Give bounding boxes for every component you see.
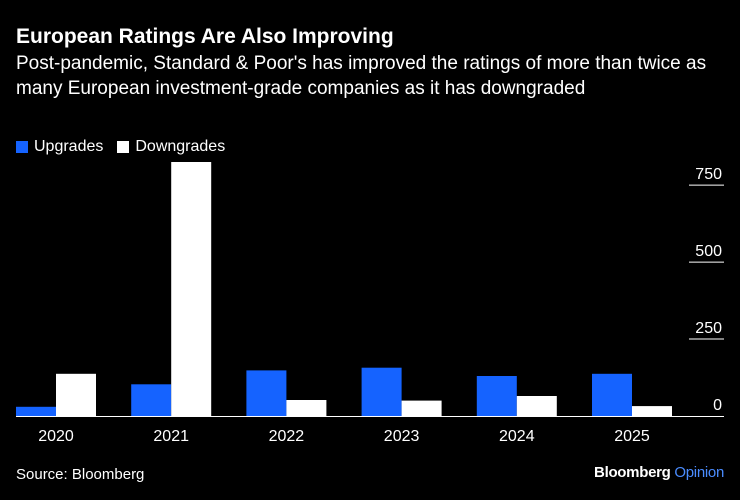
bar-upgrades-2022 bbox=[246, 370, 287, 416]
x-tick-label-2021: 2021 bbox=[153, 428, 189, 445]
bar-downgrades-2024 bbox=[516, 396, 557, 416]
bar-downgrades-2025 bbox=[632, 406, 672, 416]
y-tick-label-750: 750 bbox=[695, 166, 722, 183]
brand-suffix: Opinion bbox=[674, 464, 724, 481]
chart-subtitle: Post-pandemic, Standard & Poor's has imp… bbox=[16, 53, 707, 99]
bar-downgrades-2022 bbox=[286, 400, 327, 416]
y-tick-label-0: 0 bbox=[713, 397, 722, 414]
x-tick-label-2022: 2022 bbox=[269, 428, 305, 445]
brand-name: Bloomberg bbox=[594, 464, 671, 481]
legend-swatch-downgrades bbox=[117, 141, 130, 153]
x-tick-label-2025: 2025 bbox=[614, 428, 650, 445]
x-tick-label-2020: 2020 bbox=[38, 428, 74, 445]
bar-downgrades-2020 bbox=[56, 373, 96, 416]
y-tick-label-500: 500 bbox=[695, 243, 722, 260]
x-tick-label-2024: 2024 bbox=[499, 428, 535, 445]
legend-item-downgrades: Downgrades bbox=[117, 137, 225, 157]
bar-upgrades-2023 bbox=[361, 367, 402, 416]
chart-title: European Ratings Are Also Improving bbox=[16, 25, 394, 48]
bar-upgrades-2025 bbox=[592, 373, 632, 416]
brand-logo: Bloomberg Opinion bbox=[594, 463, 724, 483]
legend-label-upgrades: Upgrades bbox=[34, 138, 104, 155]
legend-swatch-upgrades bbox=[16, 141, 28, 153]
bar-downgrades-2021 bbox=[171, 162, 212, 416]
legend-label-downgrades: Downgrades bbox=[135, 138, 226, 155]
source-note: Source: Bloomberg bbox=[16, 466, 145, 483]
bar-upgrades-2024 bbox=[476, 376, 517, 416]
legend: Upgrades Downgrades bbox=[16, 137, 239, 157]
x-tick-label-2023: 2023 bbox=[384, 428, 420, 445]
y-tick-label-250: 250 bbox=[695, 320, 722, 337]
bar-downgrades-2023 bbox=[401, 400, 442, 416]
legend-item-upgrades: Upgrades bbox=[16, 137, 103, 157]
bar-upgrades-2020 bbox=[16, 406, 56, 416]
bar-upgrades-2021 bbox=[131, 384, 172, 416]
